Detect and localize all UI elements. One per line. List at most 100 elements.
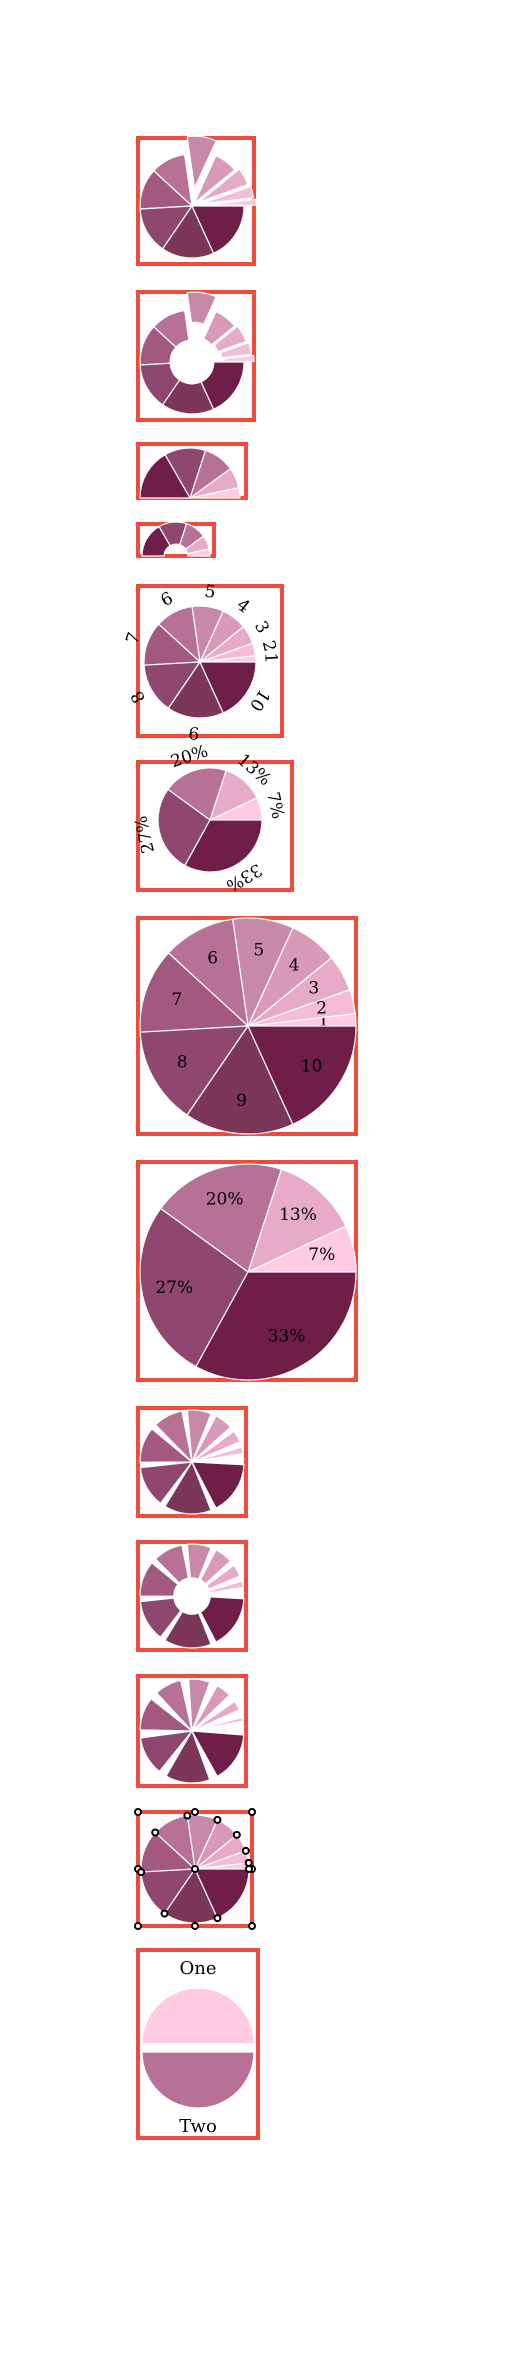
pie-slice-4[interactable]	[202, 310, 236, 346]
pie-slice-Two[interactable]	[141, 2051, 255, 2109]
pie-slice-4[interactable]	[191, 1415, 232, 1463]
pie-slice-C[interactable]	[167, 767, 227, 821]
pie-slice-1[interactable]	[191, 1458, 245, 1463]
pie-slice-3[interactable]	[206, 1564, 241, 1590]
pie-slice-2[interactable]	[201, 185, 255, 205]
pie-slice-10[interactable]	[191, 1461, 245, 1509]
slice-label-2: 2	[258, 638, 280, 653]
pie-slice-8[interactable]	[139, 1597, 182, 1638]
pie-slice-5[interactable]	[139, 454, 191, 499]
pie-slice-9[interactable]	[162, 205, 215, 259]
pie-slice-7[interactable]	[139, 1562, 179, 1597]
selection-handle[interactable]	[160, 1909, 169, 1918]
pie-slice-C[interactable]	[160, 1163, 282, 1273]
pie-slice-2[interactable]	[208, 1580, 244, 1594]
pie-slice-7[interactable]	[139, 952, 249, 1033]
slice-label-3: 3	[308, 978, 319, 998]
selection-handle[interactable]	[183, 1811, 192, 1820]
pie-slice-6[interactable]	[154, 1544, 190, 1584]
pie-slice-9[interactable]	[167, 661, 224, 719]
pie-slice-5[interactable]	[186, 1409, 212, 1463]
pie-slice-1[interactable]	[203, 198, 257, 206]
slice-label-9: 9	[188, 722, 200, 743]
pie-slice-8[interactable]	[139, 1461, 193, 1504]
pie-slice-3[interactable]	[198, 168, 249, 203]
pie-slice-4[interactable]	[191, 1684, 231, 1732]
slice-label-C: 20%	[168, 741, 210, 772]
selection-handle[interactable]	[191, 1922, 199, 1930]
pie-slice-5[interactable]	[186, 135, 217, 189]
pie-slice-9[interactable]	[186, 1025, 294, 1135]
pie-chart-half	[136, 442, 248, 500]
pie-slice-E[interactable]	[195, 1271, 357, 1381]
pie-slice-5[interactable]	[186, 1543, 212, 1580]
pie-slice-2[interactable]	[219, 342, 253, 359]
pie-slice-5[interactable]	[186, 291, 217, 325]
pie-slice-10[interactable]	[199, 661, 257, 714]
pie-slice-B[interactable]	[247, 1168, 347, 1273]
selection-handle[interactable]	[191, 1865, 199, 1873]
slice-caption-Two: Two	[179, 2116, 217, 2137]
selection-handle[interactable]	[137, 1868, 146, 1877]
pie-slice-5[interactable]	[141, 525, 171, 557]
pie-slice-One[interactable]	[141, 1987, 255, 2045]
selection-handle[interactable]	[213, 1815, 222, 1824]
slice-label-A: 7%	[308, 1245, 335, 1265]
pie-slice-1[interactable]	[209, 1592, 245, 1596]
pie-slice-10[interactable]	[199, 1596, 245, 1643]
chart-frame	[136, 584, 284, 738]
selection-handle[interactable]	[134, 1808, 142, 1816]
pie-slice-3[interactable]	[213, 325, 247, 353]
pie-slice-4[interactable]	[193, 154, 236, 204]
selection-handle[interactable]	[213, 1914, 222, 1923]
pie-slice-D[interactable]	[157, 788, 211, 867]
pie-chart-exploded	[136, 135, 257, 266]
slice-label-E: 33%	[268, 1327, 306, 1347]
chart-frame	[136, 1406, 248, 1518]
selection-handle[interactable]	[244, 1858, 253, 1867]
pie-slice-8[interactable]	[143, 661, 201, 709]
pie-slice-9[interactable]	[164, 1461, 212, 1515]
pie-slice-8[interactable]	[139, 1025, 249, 1116]
pie-slice-E[interactable]	[184, 819, 263, 873]
selection-handle[interactable]	[151, 1828, 160, 1837]
selection-handle[interactable]	[134, 1922, 142, 1930]
pie-slice-5[interactable]	[188, 1678, 211, 1732]
pie-slice-7[interactable]	[139, 1698, 193, 1732]
pie-slice-1[interactable]	[223, 354, 255, 363]
pie-slice-10[interactable]	[200, 361, 245, 410]
selection-handle[interactable]	[191, 1808, 199, 1816]
slice-label-1: 1	[318, 1011, 329, 1031]
pie-slice-9[interactable]	[164, 1610, 212, 1649]
pie-chart-gaps-wide	[136, 1674, 248, 1788]
pie-chart-half-small	[136, 521, 216, 558]
pie-slice-6[interactable]	[155, 1679, 193, 1732]
pie-slice-D[interactable]	[139, 1207, 249, 1368]
selection-handle[interactable]	[241, 1846, 250, 1855]
pie-slice-6[interactable]	[167, 918, 249, 1027]
pie-slice-9[interactable]	[165, 1730, 211, 1784]
pie-slice-10[interactable]	[191, 1730, 245, 1778]
pie-slice-10[interactable]	[191, 205, 245, 254]
pie-chart-selected[interactable]	[134, 1808, 256, 1930]
pie-slice-3[interactable]	[191, 1430, 241, 1463]
selection-handle[interactable]	[232, 1830, 241, 1839]
slice-label-6: 6	[207, 949, 218, 969]
slice-label-B: 13%	[279, 1205, 317, 1225]
slice-label-4: 4	[233, 595, 254, 617]
slice-label-1: 1	[260, 652, 281, 664]
pie-slice-7[interactable]	[139, 1428, 193, 1463]
selection-handle[interactable]	[245, 1865, 253, 1873]
pie-slice-1[interactable]	[191, 1726, 245, 1732]
pie-slice-4[interactable]	[199, 1549, 232, 1585]
pie-chart-donut-exploded	[136, 290, 256, 422]
pie-slice-2[interactable]	[191, 1716, 244, 1732]
pie-slice-3[interactable]	[191, 1700, 241, 1732]
pie-slice-2[interactable]	[191, 1446, 244, 1463]
selection-handle[interactable]	[248, 1808, 256, 1816]
selection-handle[interactable]	[248, 1922, 256, 1930]
pie-slice-6[interactable]	[154, 1410, 193, 1463]
pie-slice-8[interactable]	[139, 1730, 193, 1773]
pie-slice-10[interactable]	[247, 1025, 357, 1125]
